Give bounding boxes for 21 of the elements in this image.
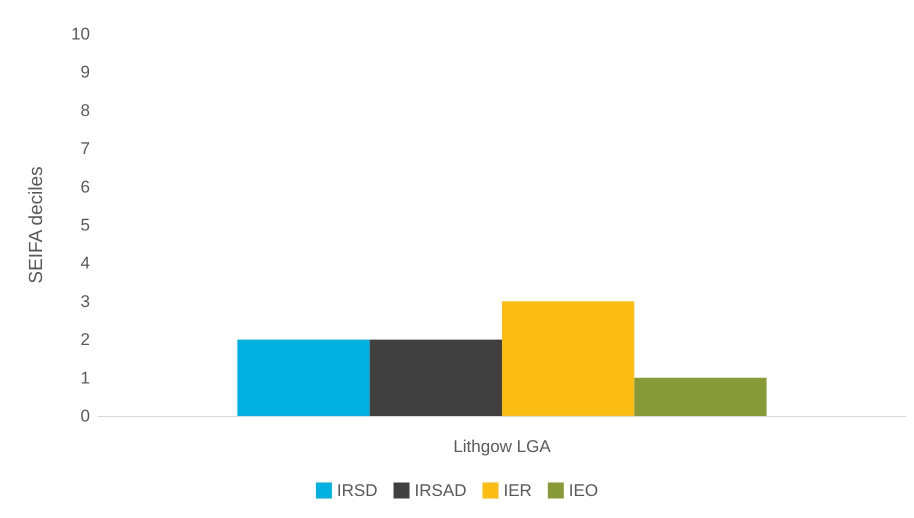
y-tick-label: 4: [80, 254, 90, 273]
legend-label: IER: [503, 481, 532, 500]
legend-label: IEO: [568, 481, 598, 500]
y-tick-label: 9: [80, 62, 90, 82]
bar: [237, 340, 370, 416]
legend-label: IRSD: [336, 481, 378, 500]
y-tick-label: 6: [80, 177, 90, 196]
y-tick-label: 8: [80, 100, 90, 120]
y-tick-label: 5: [80, 216, 90, 234]
y-tick-label: 2: [80, 330, 90, 350]
y-tick-label: 3: [80, 292, 90, 311]
y-tick-label: 0: [80, 406, 90, 426]
y-tick-label: 1: [80, 368, 90, 388]
y-tick-label: 7: [80, 139, 90, 158]
y-axis-title: SEIFA deciles: [26, 166, 47, 284]
bar: [634, 378, 767, 416]
y-tick-label: 10: [71, 24, 90, 44]
legend-label: IRSAD: [414, 481, 466, 500]
bar: [370, 340, 502, 416]
x-tick-label: Lithgow LGA: [453, 437, 552, 456]
bar: [502, 301, 634, 416]
